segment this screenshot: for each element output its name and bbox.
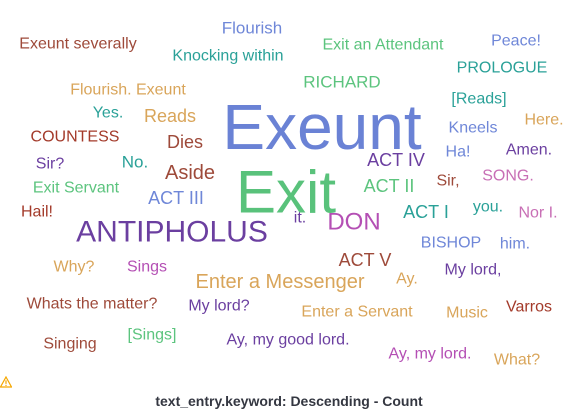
- word-nor-i: Nor I.: [518, 205, 557, 222]
- word-ha: Ha!: [446, 144, 471, 161]
- word-here: Here.: [524, 112, 563, 129]
- word-him: him.: [500, 236, 530, 253]
- word-yes: Yes.: [93, 105, 124, 122]
- word-amen: Amen.: [506, 142, 552, 159]
- word-exit-servant: Exit Servant: [33, 180, 120, 197]
- word-whats-the-matter: Whats the matter?: [27, 296, 158, 313]
- warning-icon: [0, 376, 12, 388]
- word-singing: Singing: [43, 336, 96, 353]
- word-ay-my-lord: Ay, my lord.: [389, 346, 472, 363]
- word-enter-a-servant: Enter a Servant: [301, 304, 413, 321]
- word-reads: [Reads]: [451, 91, 506, 108]
- word-kneels: Kneels: [449, 120, 498, 137]
- word-sir: Sir,: [436, 173, 459, 190]
- word-music: Music: [446, 305, 488, 322]
- word-prologue: PROLOGUE: [457, 60, 548, 77]
- word-ay-my-good-lord: Ay, my good lord.: [226, 332, 349, 349]
- word-why: Why?: [54, 259, 95, 276]
- word-hail: Hail!: [21, 204, 53, 221]
- word-flourish: Flourish: [222, 19, 282, 38]
- word-my-lord: My lord?: [188, 298, 249, 315]
- word-richard: RICHARD: [303, 73, 380, 92]
- word-act-ii: ACT II: [364, 176, 415, 196]
- word-what: What?: [494, 352, 540, 369]
- word-act-iii: ACT III: [148, 188, 204, 208]
- word-act-i: ACT I: [403, 202, 449, 222]
- word-no: No.: [122, 153, 148, 172]
- word-aside: Aside: [165, 162, 215, 184]
- word-it: it.: [294, 210, 306, 227]
- word-exit: Exit: [236, 159, 336, 226]
- word-act-iv: ACT IV: [367, 150, 425, 170]
- word-enter-a-messenger: Enter a Messenger: [196, 271, 365, 293]
- word-bishop: BISHOP: [421, 235, 481, 252]
- word-varros: Varros: [506, 299, 552, 316]
- word-my-lord: My lord,: [445, 262, 502, 279]
- word-exit-an-attendant: Exit an Attendant: [323, 37, 445, 54]
- word-ay: Ay.: [396, 271, 418, 288]
- word-reads: Reads: [144, 106, 196, 126]
- chart-title: text_entry.keyword: Descending - Count: [155, 393, 423, 409]
- word-song: SONG.: [482, 168, 534, 185]
- word-flourish-exeunt: Flourish. Exeunt: [70, 82, 186, 99]
- word-exeunt-severally: Exeunt severally: [19, 36, 136, 53]
- word-you: you.: [473, 199, 503, 216]
- word-sings: Sings: [127, 259, 167, 276]
- word-exeunt: Exeunt: [222, 91, 421, 163]
- word-dies: Dies: [167, 132, 203, 152]
- word-antipholus: ANTIPHOLUS: [76, 216, 268, 249]
- word-sir: Sir?: [36, 156, 65, 173]
- word-countess: COUNTESS: [31, 129, 120, 146]
- word-peace: Peace!: [491, 33, 541, 50]
- word-knocking-within: Knocking within: [172, 48, 283, 65]
- word-act-v: ACT V: [339, 250, 392, 270]
- word-sings: [Sings]: [128, 327, 177, 344]
- word-don: DON: [327, 209, 380, 236]
